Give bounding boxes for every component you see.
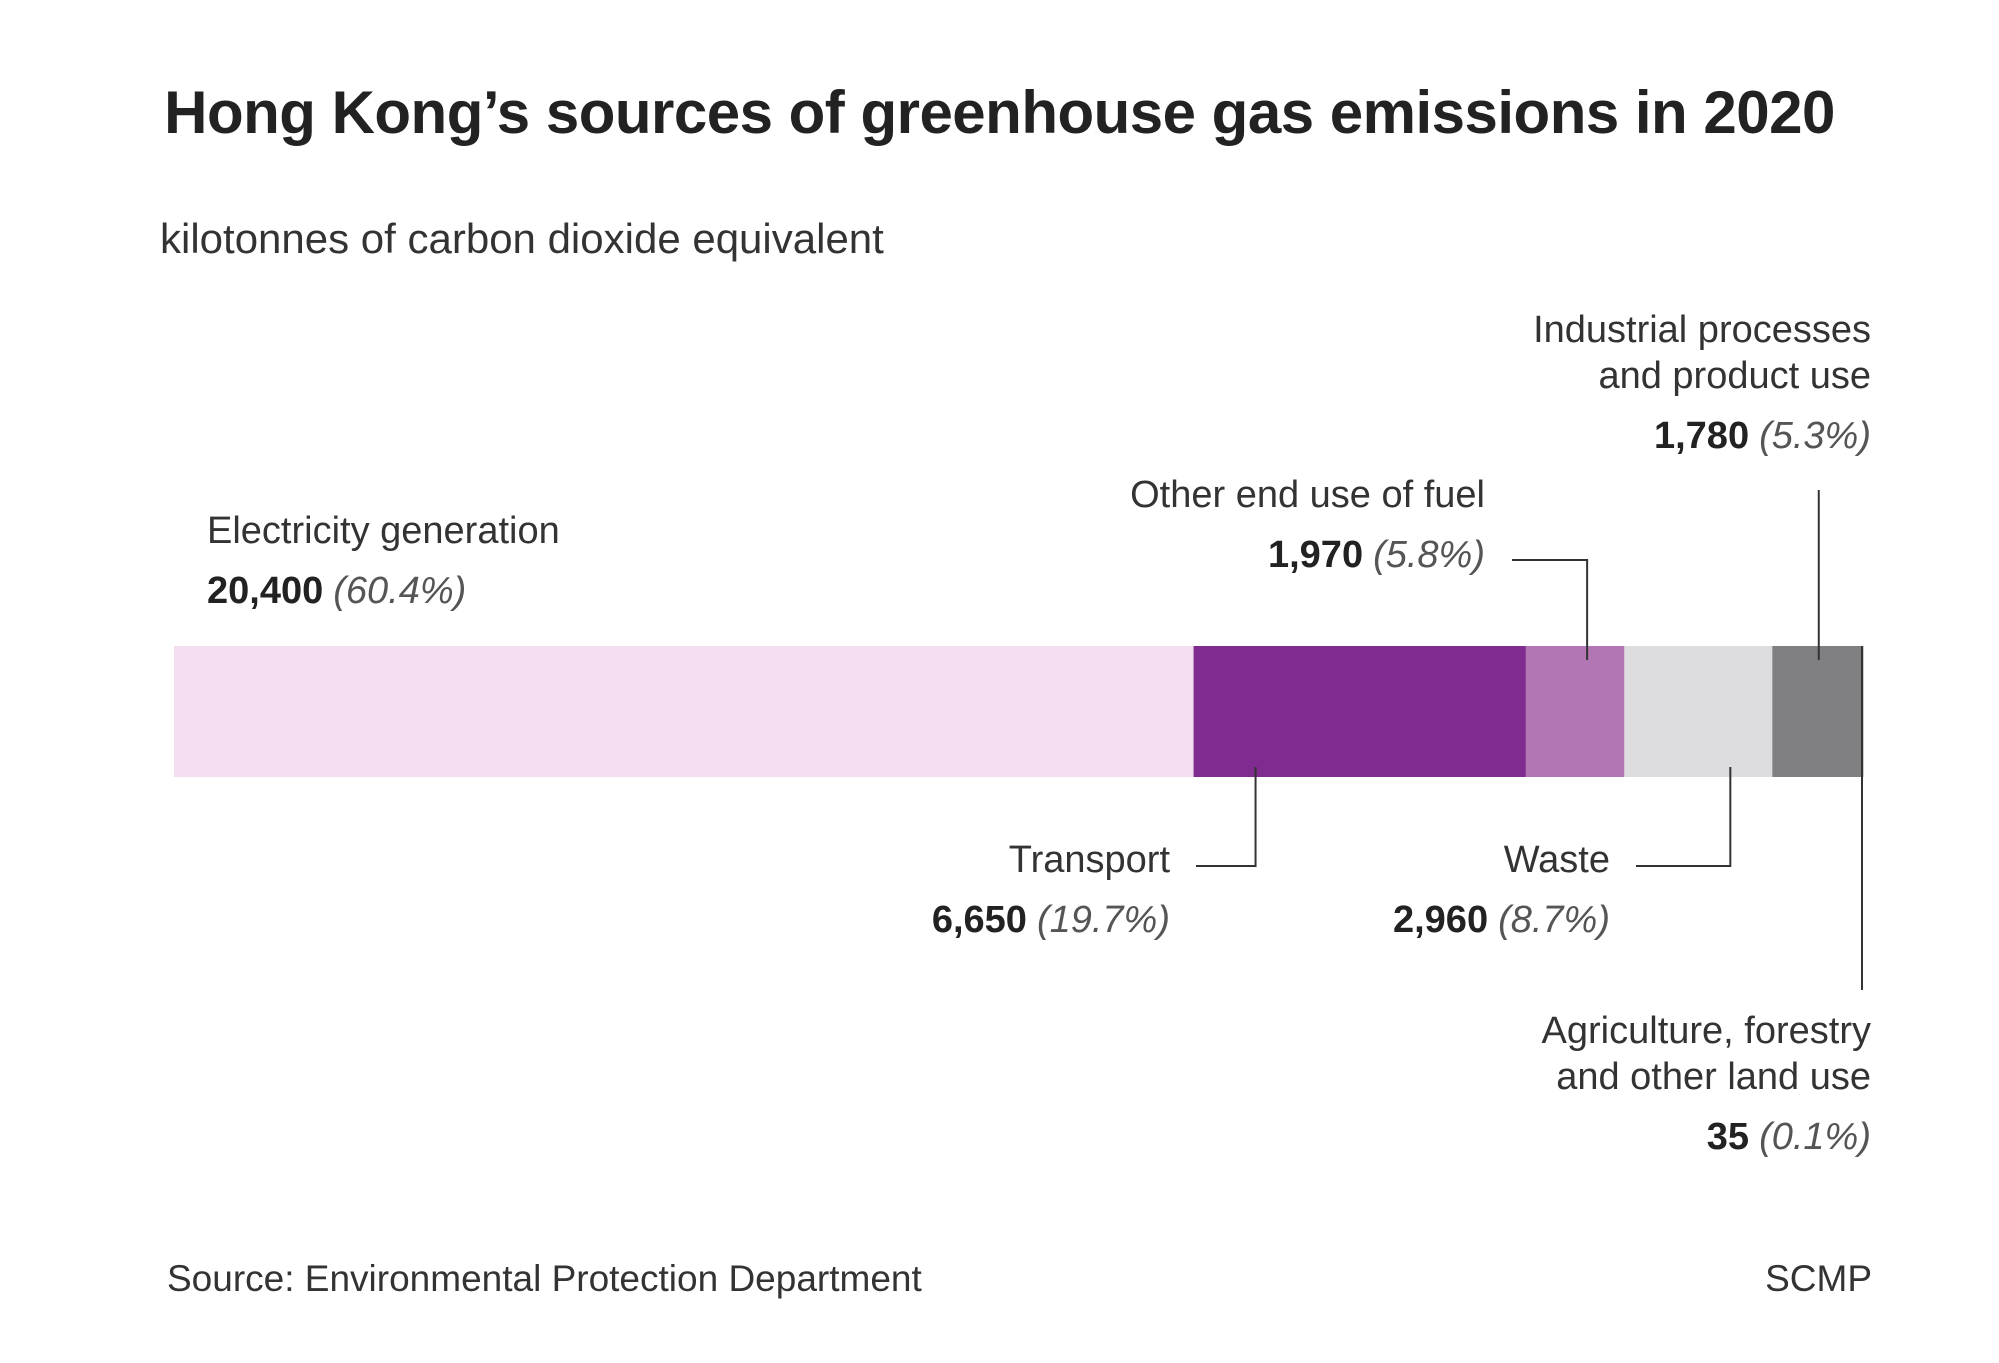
series-name: Transport (1008, 839, 1170, 881)
series-percent: (8.7%) (1498, 899, 1610, 941)
series-value: 1,780 (1653, 415, 1750, 457)
leader-line-transport (1196, 767, 1257, 867)
bar-segment-industrial (1772, 646, 1862, 777)
source-note: Source: Environmental Protection Departm… (167, 1258, 922, 1299)
series-name-line-1: Industrial processes (1533, 309, 1871, 351)
series-value: 6,650 (931, 899, 1027, 941)
label-transport: Transport 6,650 (19.7%) (770, 837, 1170, 943)
series-percent: (60.4%) (333, 570, 467, 612)
chart-subtitle: kilotonnes of carbon dioxide equivalent (160, 215, 884, 262)
label-industrial: Industrial processes and product use 1,7… (1400, 307, 1871, 459)
series-name: Other end use of fuel (1130, 474, 1485, 516)
leader-line-waste (1636, 767, 1732, 867)
series-percent: (5.8%) (1373, 534, 1485, 576)
label-other-fuel: Other end use of fuel 1,970 (5.8%) (1030, 472, 1485, 578)
series-name: Waste (1503, 839, 1610, 881)
bar-segment-other-fuel (1525, 646, 1625, 777)
series-value: 2,960 (1392, 899, 1489, 941)
series-name-line-1: Agriculture, forestry (1541, 1010, 1871, 1052)
series-name: Electricity generation (207, 510, 560, 552)
series-percent: (5.3%) (1759, 415, 1871, 457)
credit: SCMP (1765, 1258, 1872, 1299)
series-value: 35 (1706, 1116, 1750, 1158)
bar-segment-transport (1193, 646, 1526, 777)
bar-segment-electricity (174, 646, 1194, 777)
label-waste: Waste 2,960 (8.7%) (1210, 837, 1610, 943)
label-electricity: Electricity generation 20,400 (60.4%) (207, 508, 560, 614)
series-name-line-2: and other land use (1556, 1056, 1871, 1098)
chart-title: Hong Kong’s sources of greenhouse gas em… (164, 79, 1835, 146)
label-agriculture: Agriculture, forestry and other land use… (1400, 1008, 1871, 1160)
series-name-line-2: and product use (1598, 355, 1871, 397)
series-value: 20,400 (207, 570, 324, 612)
series-percent: (0.1%) (1759, 1116, 1871, 1158)
leader-line-other-fuel (1512, 559, 1589, 660)
series-percent: (19.7%) (1036, 899, 1170, 941)
series-value: 1,970 (1267, 534, 1364, 576)
bar-segment-waste (1624, 646, 1773, 777)
